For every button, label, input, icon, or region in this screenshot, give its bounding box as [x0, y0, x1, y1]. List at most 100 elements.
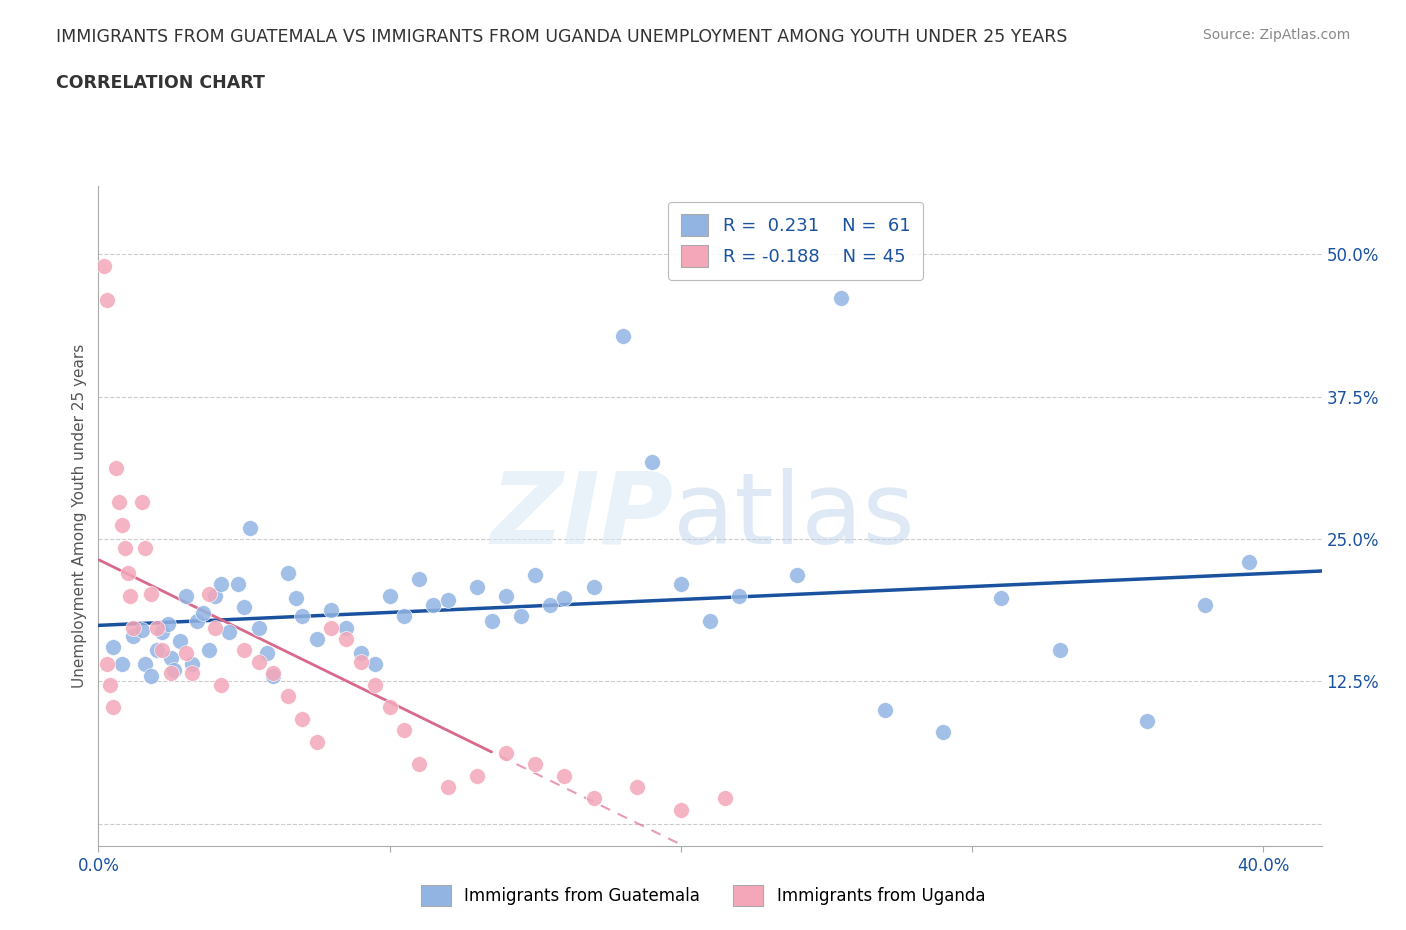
Point [437, 593, 460, 608]
Point [131, 495, 153, 510]
Point [538, 597, 561, 612]
Point [122, 629, 145, 644]
Point [204, 620, 226, 635]
Point [209, 677, 232, 692]
Point [111, 518, 134, 533]
Point [612, 329, 634, 344]
Point [131, 622, 153, 637]
Point [524, 757, 547, 772]
Point [495, 746, 517, 761]
Point [305, 734, 328, 749]
Point [932, 725, 955, 740]
Point [104, 461, 127, 476]
Point [378, 589, 401, 604]
Point [553, 591, 575, 605]
Point [335, 631, 357, 646]
Point [233, 643, 256, 658]
Point [830, 290, 852, 305]
Point [481, 614, 503, 629]
Point [198, 643, 221, 658]
Point [465, 579, 488, 594]
Point [408, 571, 430, 586]
Point [145, 620, 167, 635]
Text: CORRELATION CHART: CORRELATION CHART [56, 74, 266, 92]
Point [163, 662, 186, 677]
Point [392, 723, 416, 737]
Text: atlas: atlas [673, 468, 915, 565]
Point [152, 643, 174, 658]
Point [364, 657, 387, 671]
Point [117, 565, 139, 580]
Point [408, 757, 430, 772]
Point [291, 609, 314, 624]
Point [713, 791, 735, 806]
Point [277, 688, 299, 703]
Point [277, 565, 299, 580]
Point [728, 589, 751, 604]
Point [134, 540, 156, 555]
Point [305, 631, 328, 646]
Point [582, 791, 605, 806]
Point [218, 625, 240, 640]
Point [378, 700, 401, 715]
Point [111, 657, 134, 671]
Point [392, 609, 416, 624]
Point [169, 634, 191, 649]
Point [145, 643, 167, 658]
Point [209, 577, 232, 591]
Point [186, 614, 208, 629]
Point [98, 677, 121, 692]
Point [134, 657, 156, 671]
Point [226, 577, 249, 591]
Point [699, 614, 721, 629]
Point [262, 666, 284, 681]
Point [349, 655, 371, 670]
Point [321, 620, 343, 635]
Point [1237, 554, 1260, 569]
Point [120, 589, 142, 604]
Legend: Immigrants from Guatemala, Immigrants from Uganda: Immigrants from Guatemala, Immigrants fr… [415, 879, 991, 912]
Point [122, 620, 145, 635]
Point [256, 645, 278, 660]
Point [669, 803, 692, 817]
Point [582, 579, 605, 594]
Point [180, 666, 202, 681]
Point [1049, 643, 1071, 658]
Point [285, 591, 308, 605]
Point [291, 711, 314, 726]
Point [93, 259, 115, 273]
Point [262, 668, 284, 683]
Point [180, 657, 202, 671]
Text: Source: ZipAtlas.com: Source: ZipAtlas.com [1202, 28, 1350, 42]
Point [873, 702, 896, 717]
Point [193, 605, 215, 620]
Point [174, 589, 197, 604]
Point [422, 597, 444, 612]
Point [524, 568, 547, 583]
Point [101, 640, 124, 655]
Point [247, 620, 270, 635]
Point [139, 586, 162, 601]
Point [160, 651, 183, 666]
Point [335, 620, 357, 635]
Point [96, 657, 118, 671]
Point [152, 625, 174, 640]
Point [239, 520, 262, 535]
Point [139, 668, 162, 683]
Point [1194, 597, 1216, 612]
Point [786, 568, 808, 583]
Point [96, 292, 118, 307]
Point [349, 645, 371, 660]
Point [437, 779, 460, 794]
Point [553, 768, 575, 783]
Point [174, 645, 197, 660]
Legend: R =  0.231    N =  61, R = -0.188    N = 45: R = 0.231 N = 61, R = -0.188 N = 45 [668, 202, 922, 280]
Text: IMMIGRANTS FROM GUATEMALA VS IMMIGRANTS FROM UGANDA UNEMPLOYMENT AMONG YOUTH UND: IMMIGRANTS FROM GUATEMALA VS IMMIGRANTS … [56, 28, 1067, 46]
Point [247, 655, 270, 670]
Point [364, 677, 387, 692]
Point [641, 454, 664, 469]
Point [626, 779, 648, 794]
Point [108, 495, 131, 510]
Point [1136, 713, 1159, 728]
Point [114, 540, 136, 555]
